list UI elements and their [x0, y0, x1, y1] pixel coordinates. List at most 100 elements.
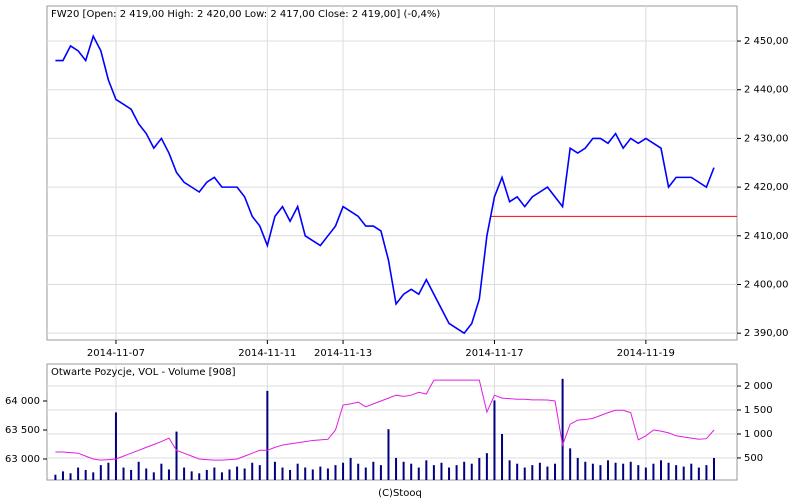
volume-bar [637, 465, 640, 480]
volume-bar [349, 457, 352, 480]
volume-bar [152, 472, 155, 480]
y-tick-label: 2 450,00 [744, 36, 789, 47]
volume-bar [440, 462, 443, 480]
volume-bar [220, 472, 223, 480]
y-tick-label: 63 500 [5, 425, 40, 436]
y-tick-label: 64 000 [5, 396, 40, 407]
volume-bar [311, 469, 314, 480]
volume-bar [61, 471, 64, 480]
volume-bar [584, 461, 587, 480]
volume-bar [697, 467, 700, 480]
volume-bar [54, 474, 57, 480]
volume-bar [183, 467, 186, 480]
plot-area [46, 5, 738, 341]
volume-bar [379, 465, 382, 480]
volume-bar [546, 466, 549, 480]
volume-bar [69, 473, 72, 480]
y-tick-label: 2 390,00 [744, 328, 789, 339]
volume-bar [342, 462, 345, 480]
y-tick-label: 2 400,00 [744, 279, 789, 290]
volume-bar [99, 465, 102, 480]
y2-tick-label: 500 [744, 453, 763, 464]
volume-bar [538, 462, 541, 480]
volume-bar [516, 463, 519, 480]
volume-bar [289, 469, 292, 480]
volume-bar [402, 461, 405, 480]
x-tick-label: 2014-11-17 [465, 348, 523, 359]
y-tick-label: 2 410,00 [744, 231, 789, 242]
volume-bar [531, 465, 534, 480]
volume-bar [493, 400, 496, 480]
x-tick-label: 2014-11-11 [238, 348, 296, 359]
volume-bar [243, 468, 246, 480]
volume-bar [273, 461, 276, 480]
volume-bar [258, 465, 261, 480]
volume-bar [478, 457, 481, 480]
volume-bar [304, 467, 307, 480]
volume-bar [576, 457, 579, 480]
y2-tick-label: 1 000 [744, 429, 773, 440]
x-tick-label: 2014-11-07 [87, 348, 145, 359]
volume-bar [607, 460, 610, 480]
volume-bar [107, 462, 110, 480]
volume-bar [561, 378, 564, 480]
volume-bar [432, 465, 435, 480]
volume-bar [145, 468, 148, 480]
volume-bar [357, 463, 360, 480]
volume-bar [675, 465, 678, 480]
volume-bar [554, 463, 557, 480]
plot-area [46, 363, 738, 481]
volume-bar [417, 467, 420, 480]
volume-bar [463, 461, 466, 480]
volume-bar [114, 412, 117, 480]
volume-bar [425, 460, 428, 480]
footer: (C)Stooq [378, 488, 422, 499]
volume-bar [591, 463, 594, 480]
y2-tick-label: 1 500 [744, 405, 773, 416]
volume-bar [167, 469, 170, 480]
volume-bar [175, 431, 178, 480]
volume-bar [614, 462, 617, 480]
volume-bar [470, 463, 473, 480]
volume-bar [410, 463, 413, 480]
price-line [55, 34, 715, 335]
volume-bar [281, 467, 284, 480]
volume-bar [160, 463, 163, 480]
volume-bar [690, 463, 693, 480]
volume-bar [622, 463, 625, 480]
open-interest-line [55, 379, 715, 461]
volume-bar [660, 460, 662, 480]
volume-bar [395, 457, 398, 480]
volume-bar [455, 465, 458, 480]
y-tick-label: 63 000 [5, 454, 40, 465]
volume-bar [137, 461, 140, 480]
volume-bar [228, 469, 231, 480]
volume-bar [77, 467, 80, 480]
volume-bar [213, 467, 216, 480]
y2-tick-label: 2 000 [744, 381, 773, 392]
volume-bar [364, 467, 367, 480]
volume-bar [501, 433, 504, 480]
volume-bar [387, 429, 390, 480]
y-tick-label: 2 420,00 [744, 182, 789, 193]
volume-bar [569, 448, 572, 480]
volume-bar [705, 465, 708, 480]
volume-bar [508, 460, 511, 480]
y-tick-label: 2 440,00 [744, 85, 789, 96]
volume-bar [629, 461, 632, 480]
y-tick-label: 2 430,00 [744, 133, 789, 144]
volume-bar [599, 465, 602, 480]
volume-bar [319, 466, 322, 480]
volume-bar [334, 465, 337, 480]
volume-bar [130, 469, 133, 480]
volume-bar [682, 466, 685, 480]
volume-bar [205, 469, 208, 480]
volume-bar [523, 467, 526, 480]
volume-bar [372, 461, 375, 480]
chart-title: Otwarte Pozycje, VOL - Volume [908] [51, 367, 236, 378]
volume-bar [448, 467, 451, 480]
volume-bar [667, 462, 670, 480]
volume-bar [644, 467, 647, 480]
volume-bar [190, 471, 193, 480]
